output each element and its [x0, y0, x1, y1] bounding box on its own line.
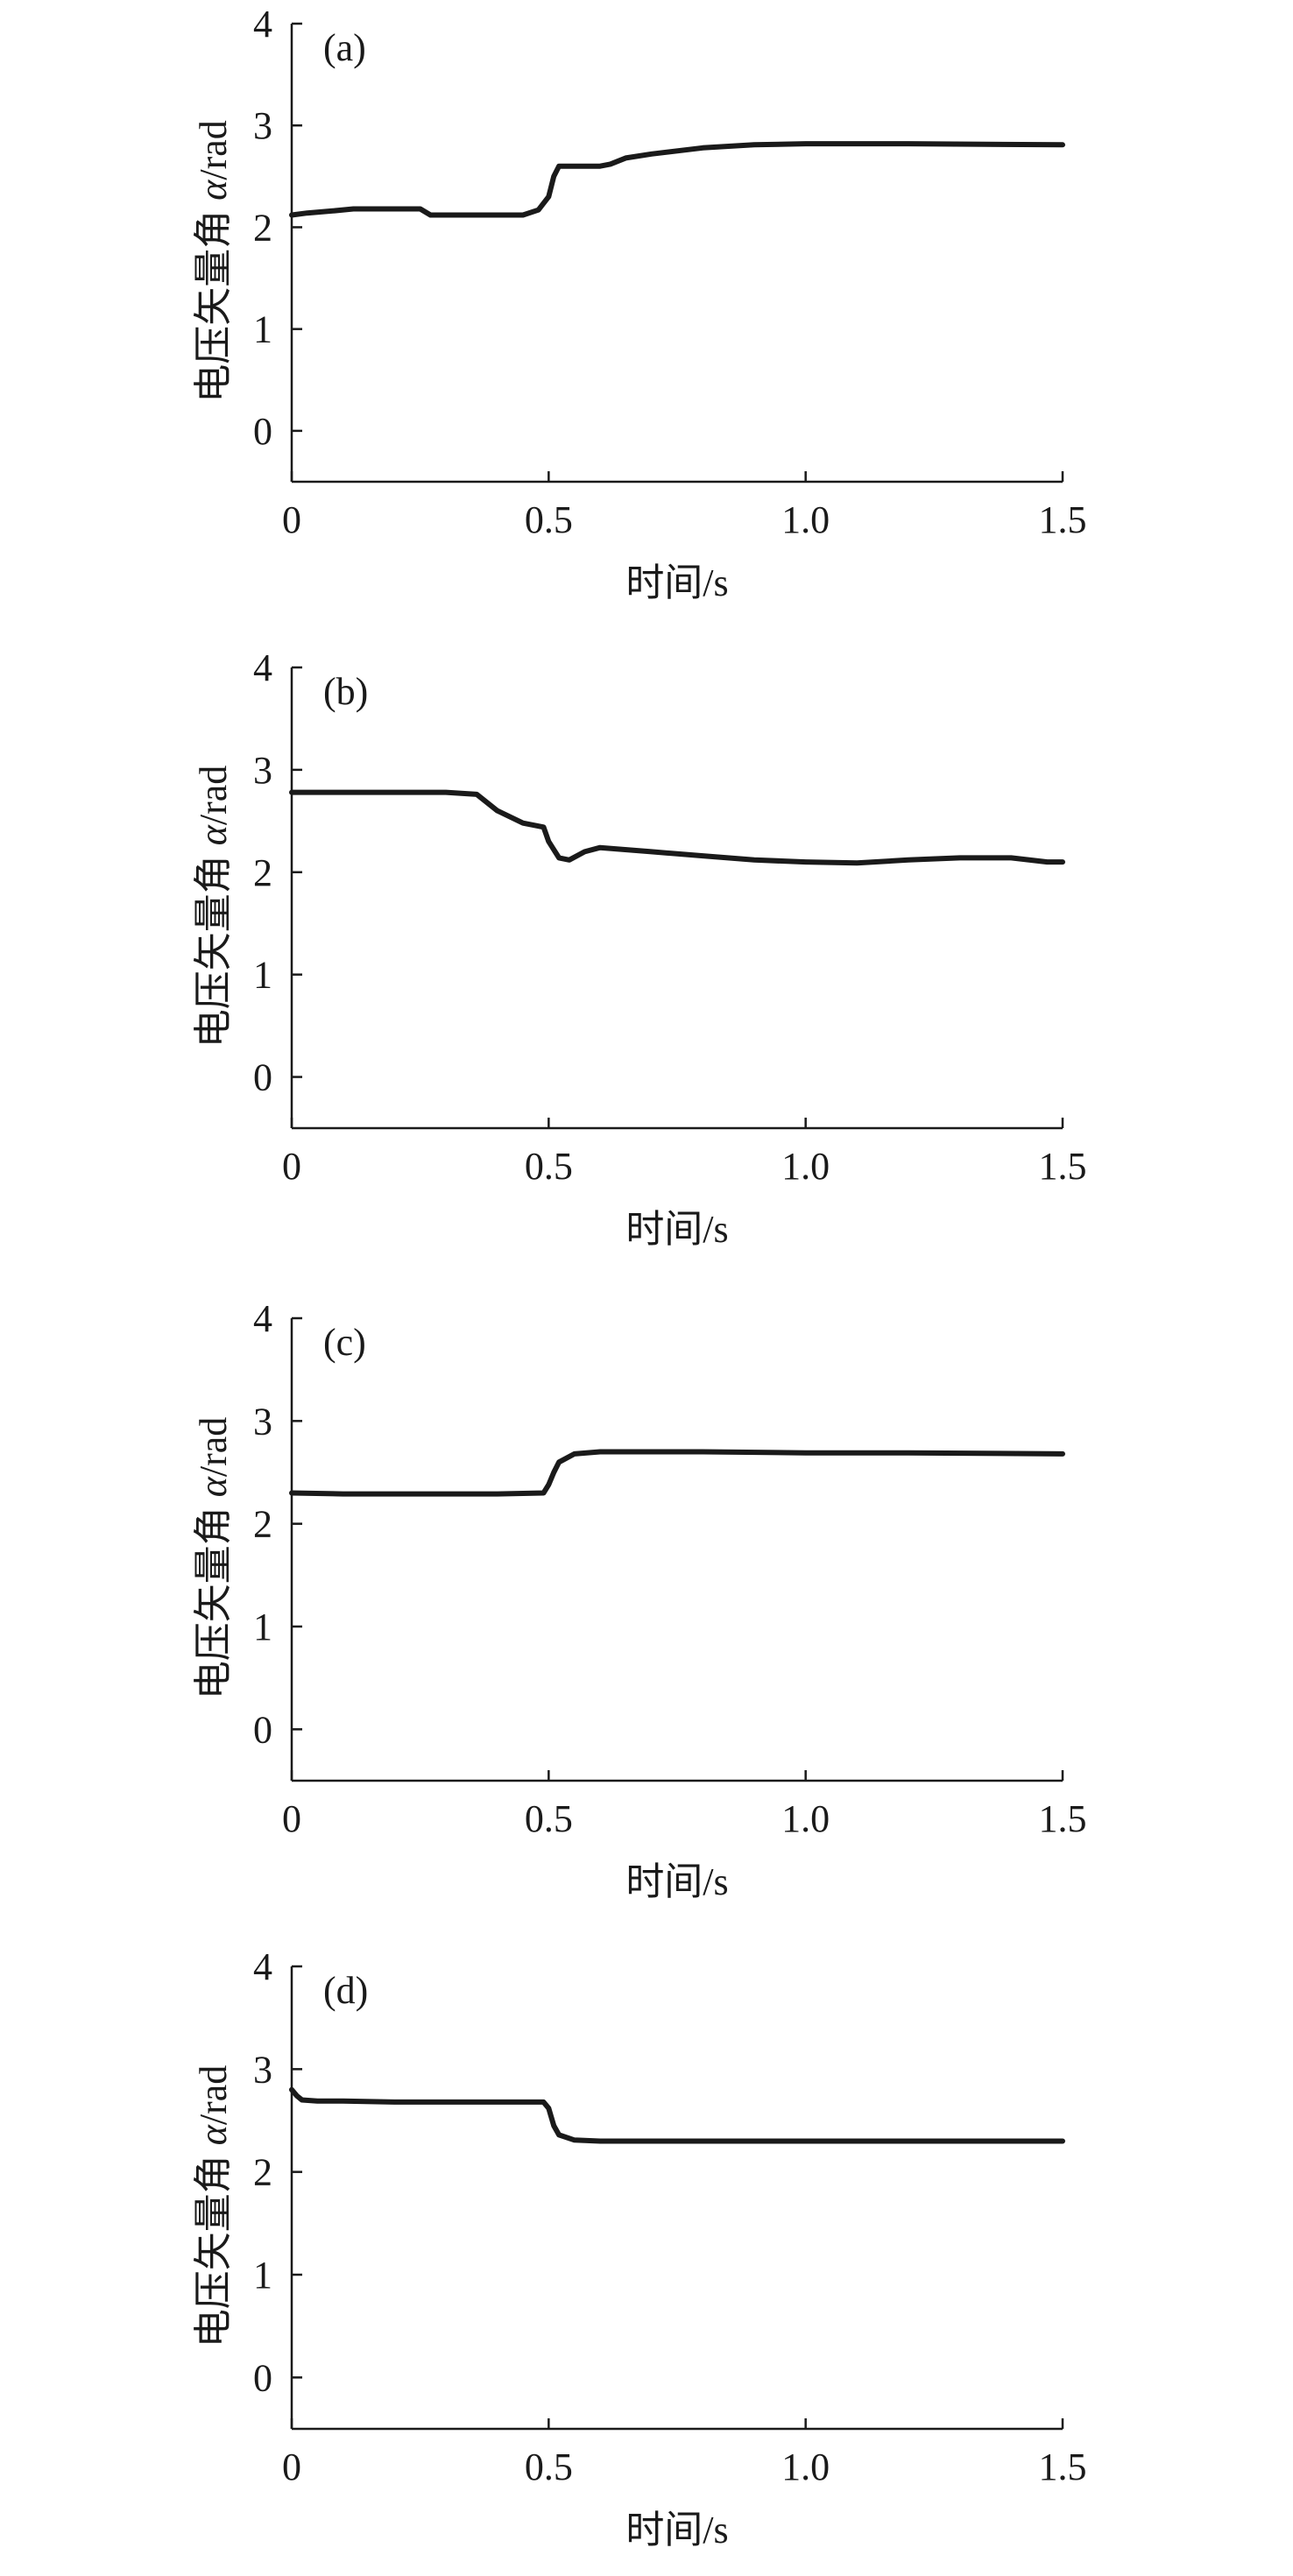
x-tick-label: 1.0: [781, 498, 830, 541]
x-tick-label: 1.5: [1039, 1145, 1087, 1188]
x-tick-label: 1.0: [781, 1145, 830, 1188]
y-tick-label: 0: [253, 2356, 272, 2399]
panel-label: (a): [323, 26, 366, 69]
x-axis-title: 时间/s: [625, 561, 728, 604]
y-axis-title-prefix: 电压矢量角: [192, 2145, 235, 2347]
x-tick-label: 0.5: [525, 1145, 573, 1188]
x-tick-label: 1.0: [781, 2445, 830, 2488]
y-axis-title-variable: α: [192, 2124, 235, 2145]
x-tick-label: 0: [282, 2445, 301, 2488]
y-axis-title-prefix: 电压矢量角: [192, 1497, 235, 1699]
y-tick-label: 4: [253, 646, 272, 689]
y-axis-title-unit: /rad: [192, 766, 235, 825]
y-tick-label: 1: [253, 2254, 272, 2297]
y-axis-title: 电压矢量角 α/rad: [192, 120, 235, 403]
series-line: [289, 2086, 1065, 2144]
y-tick-label: 2: [253, 2151, 272, 2194]
x-axis-title: 时间/s: [625, 1208, 728, 1251]
y-tick-label: 0: [253, 1708, 272, 1751]
y-tick-label: 2: [253, 206, 272, 249]
y-tick-label: 3: [253, 104, 272, 147]
panel-label: (c): [323, 1321, 366, 1364]
y-tick-label: 2: [253, 1503, 272, 1546]
y-axis-title-variable: α: [192, 180, 235, 201]
y-tick-label: 3: [253, 749, 272, 792]
y-tick-label: 2: [253, 851, 272, 894]
x-tick-label: 1.5: [1039, 498, 1087, 541]
y-axis-title-variable: α: [192, 824, 235, 845]
y-tick-label: 1: [253, 308, 272, 351]
x-tick-label: 0.5: [525, 498, 573, 541]
panel-label: (d): [323, 1969, 368, 2012]
y-tick-label: 4: [253, 1297, 272, 1340]
y-axis-title-prefix: 电压矢量角: [192, 845, 235, 1048]
x-tick-label: 0: [282, 1797, 301, 1840]
y-tick-label: 3: [253, 2048, 272, 2091]
chart-panel-d: 0 1 2 3 4 0 0.5 1.0 1.5 (d) 时间/s 电压矢量角 α/rad: [192, 1945, 1087, 2551]
y-tick-label: 1: [253, 1606, 272, 1648]
y-axis-title-unit: /rad: [192, 120, 235, 180]
series-line: [289, 1449, 1065, 1497]
y-tick-label: 0: [253, 410, 272, 453]
x-tick-label: 0.5: [525, 2445, 573, 2488]
y-axis-title-unit: /rad: [192, 2065, 235, 2125]
y-tick-label: 0: [253, 1056, 272, 1099]
y-tick-label: 4: [253, 1945, 272, 1988]
x-axis-title: 时间/s: [625, 1860, 728, 1903]
x-tick-label: 0: [282, 1145, 301, 1188]
x-tick-label: 0.5: [525, 1797, 573, 1840]
series-line: [289, 141, 1065, 218]
panel-label: (b): [323, 670, 368, 713]
y-axis-title-unit: /rad: [192, 1417, 235, 1477]
x-tick-label: 0: [282, 498, 301, 541]
chart-panel-c: 0 1 2 3 4 0 0.5 1.0 1.5 (c) 时间/s 电压矢量角 α/rad: [192, 1297, 1087, 1903]
y-axis-title-variable: α: [192, 1476, 235, 1497]
y-axis-title: 电压矢量角 α/rad: [192, 2065, 235, 2348]
x-tick-label: 1.5: [1039, 1797, 1087, 1840]
y-tick-label: 4: [253, 3, 272, 46]
chart-panel-a: 0 1 2 3 4 0 0.5 1.0 1.5 (a) 时间/s 电压矢量角 α/rad: [192, 3, 1087, 604]
y-axis-title: 电压矢量角 α/rad: [192, 766, 235, 1048]
y-tick-label: 3: [253, 1400, 272, 1443]
chart-panel-b: 0 1 2 3 4 0 0.5 1.0 1.5 (b) 时间/s 电压矢量角 α/rad: [192, 646, 1087, 1251]
y-axis-title-prefix: 电压矢量角: [192, 201, 235, 403]
y-axis-title: 电压矢量角 α/rad: [192, 1417, 235, 1700]
x-tick-label: 1.0: [781, 1797, 830, 1840]
y-tick-label: 1: [253, 954, 272, 997]
x-axis-title: 时间/s: [625, 2509, 728, 2551]
series-line: [289, 789, 1065, 866]
x-tick-label: 1.5: [1039, 2445, 1087, 2488]
